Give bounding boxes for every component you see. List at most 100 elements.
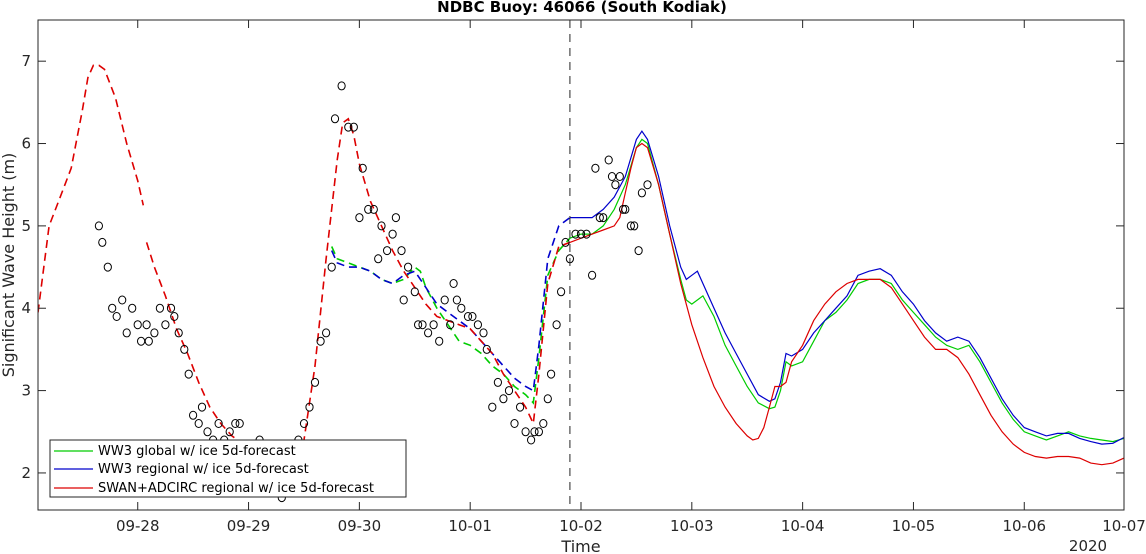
observation-point: [133, 320, 142, 330]
observation-point: [355, 213, 364, 223]
observation-point: [599, 213, 608, 223]
observation-point: [330, 114, 340, 124]
y-axis-label: Significant Wave Height (m): [0, 153, 18, 378]
observation-point: [404, 262, 413, 272]
observation-point: [235, 419, 244, 428]
observation-point: [180, 344, 189, 354]
observation-point: [310, 377, 320, 387]
observation-point: [397, 246, 406, 256]
observation-point: [595, 213, 604, 223]
x-tick-label: 10-01: [448, 517, 492, 535]
observation-point: [452, 295, 461, 305]
x-tick-label: 10-07: [1102, 517, 1146, 535]
observation-point: [615, 172, 624, 181]
observation-point: [418, 320, 427, 330]
observation-point: [516, 402, 525, 412]
series-line-0: [330, 237, 571, 405]
observation-point: [103, 262, 112, 272]
observation-point: [410, 287, 419, 297]
observation-point: [530, 427, 539, 437]
observation-point: [155, 303, 164, 313]
observation-point: [457, 303, 466, 313]
observation-point: [611, 180, 620, 190]
observation-point: [510, 419, 519, 428]
observation-point: [305, 402, 314, 412]
observation-point: [122, 328, 131, 338]
observation-point: [643, 180, 652, 190]
x-tick-label: 09-28: [116, 517, 160, 535]
observation-point: [440, 295, 449, 305]
observation-point: [552, 320, 561, 330]
observation-point: [399, 295, 408, 305]
observation-point: [604, 155, 613, 165]
observation-point: [429, 320, 438, 330]
observation-point: [94, 221, 104, 231]
legend-label-ww3-global: WW3 global w/ ice 5d-forecast: [98, 444, 296, 459]
observation-point: [174, 328, 183, 338]
observation-point: [576, 229, 586, 239]
observation-point: [543, 394, 552, 404]
observation-point: [377, 221, 386, 231]
observation-point: [561, 237, 570, 247]
observation-point: [493, 377, 502, 387]
observation-point: [128, 303, 137, 313]
observation-point: [607, 172, 617, 181]
observation-point: [488, 402, 497, 412]
x-tick-label: 10-04: [781, 517, 825, 535]
observation-point: [112, 312, 121, 321]
observation-point: [619, 204, 628, 214]
observation-point: [621, 204, 630, 214]
y-tick-label: 3: [21, 382, 31, 400]
observation-point: [203, 427, 212, 437]
x-axis-label: Time: [560, 537, 600, 554]
observation-point: [299, 419, 309, 428]
observation-point: [337, 81, 346, 91]
x-tick-label: 10-06: [1002, 517, 1046, 535]
observation-point: [414, 320, 423, 330]
observation-point: [197, 402, 207, 412]
observation-point: [539, 419, 548, 428]
series-line-1: [330, 216, 571, 392]
observation-point: [630, 221, 639, 231]
chart-title: NDBC Buoy: 46066 (South Kodiak): [437, 0, 727, 16]
observation-point: [166, 303, 176, 313]
observation-point: [473, 320, 482, 330]
series-line-2: [569, 142, 1124, 466]
observation-point: [547, 369, 556, 379]
observation-point: [142, 320, 151, 330]
series-line-2: [38, 64, 145, 313]
observation-point: [634, 246, 643, 256]
observation-point: [424, 328, 433, 338]
observation-point: [118, 295, 127, 305]
observation-point: [144, 336, 153, 346]
observation-point: [108, 303, 117, 313]
observation-point: [534, 427, 544, 437]
series-line-1: [569, 130, 1124, 445]
observation-point: [482, 344, 491, 354]
observation-point: [499, 394, 508, 404]
observation-point: [446, 320, 455, 330]
observation-point: [358, 163, 367, 173]
plot-area: [38, 64, 1124, 503]
observation-point: [626, 221, 636, 231]
legend-label-ww3-regional: WW3 regional w/ ice 5d-forecast: [98, 462, 309, 477]
observation-point: [435, 336, 444, 346]
observation-point: [479, 328, 488, 338]
observation-point: [383, 246, 392, 256]
legend-box: [49, 439, 407, 498]
observation-point: [521, 427, 530, 437]
observation-point: [637, 188, 647, 198]
observation-point: [374, 254, 383, 264]
observation-point: [98, 237, 107, 247]
observation-point: [170, 312, 179, 321]
observation-point: [591, 163, 600, 173]
observation-point: [327, 262, 336, 272]
x-tick-label: 10-03: [670, 517, 714, 535]
x-tick-label: 10-02: [559, 517, 603, 535]
y-tick-label: 7: [21, 52, 31, 70]
x-tick-label: 10-05: [892, 517, 936, 535]
y-tick-label: 4: [21, 299, 31, 317]
observation-point: [194, 419, 203, 428]
observation-point: [316, 336, 325, 346]
